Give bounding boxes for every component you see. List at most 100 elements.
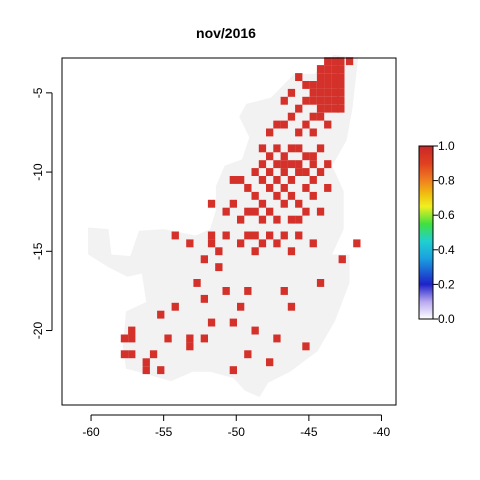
data-cell-41 xyxy=(280,120,288,129)
region-fill xyxy=(88,54,359,398)
data-cell-113 xyxy=(251,247,259,256)
data-cell-121 xyxy=(244,287,252,295)
data-cell-106 xyxy=(295,231,303,240)
data-cell-15 xyxy=(331,81,339,89)
data-cell-82 xyxy=(237,176,245,184)
data-cell-46 xyxy=(309,128,317,137)
y-tick-label-0: -5 xyxy=(31,87,45,98)
data-cell-114 xyxy=(287,247,296,256)
data-cell-57 xyxy=(273,160,281,169)
data-cell-58 xyxy=(280,160,288,169)
data-cell-26 xyxy=(337,96,345,105)
data-cell-56 xyxy=(258,160,267,169)
data-cell-25 xyxy=(331,96,339,105)
data-cell-92 xyxy=(266,207,274,216)
data-cell-99 xyxy=(295,215,303,224)
data-cell-143 xyxy=(149,350,158,359)
legend-tick-label-4: 0.8 xyxy=(438,174,455,188)
data-cell-117 xyxy=(200,255,208,264)
color-legend: 0.0 0.2 0.4 0.6 0.8 1.0 xyxy=(418,139,455,326)
data-cell-7 xyxy=(316,65,325,73)
data-cell-93 xyxy=(302,207,310,216)
data-cell-95 xyxy=(237,215,245,224)
data-cell-62 xyxy=(324,160,332,169)
data-cell-102 xyxy=(244,231,252,240)
data-cell-139 xyxy=(120,334,129,343)
data-cell-140 xyxy=(120,350,129,359)
chart-title: nov/2016 xyxy=(196,25,256,41)
legend-tick-label-5: 1.0 xyxy=(438,139,455,153)
data-cell-119 xyxy=(193,279,201,287)
data-cell-38 xyxy=(295,104,303,113)
data-cell-86 xyxy=(258,199,267,208)
data-cell-9 xyxy=(324,73,332,81)
data-cell-10 xyxy=(331,73,339,81)
data-cell-30 xyxy=(337,104,345,113)
x-tick-label-4: -40 xyxy=(373,425,391,439)
data-cell-77 xyxy=(251,191,259,200)
y-tick-label-3: -20 xyxy=(31,322,45,340)
data-cell-20 xyxy=(331,88,339,97)
data-cell-45 xyxy=(295,128,303,137)
data-cell-149 xyxy=(266,358,274,367)
data-cell-72 xyxy=(309,176,317,184)
data-cell-65 xyxy=(280,168,288,176)
data-cell-132 xyxy=(316,279,325,287)
data-cell-66 xyxy=(295,168,303,176)
legend-tick-label-0: 0.0 xyxy=(438,312,455,326)
data-cell-59 xyxy=(287,160,296,169)
data-cell-18 xyxy=(316,88,325,97)
data-cell-131 xyxy=(287,302,296,311)
data-cell-81 xyxy=(229,176,237,184)
data-cell-110 xyxy=(273,239,281,248)
data-cell-141 xyxy=(128,350,136,359)
data-cell-147 xyxy=(229,366,237,375)
data-cell-34 xyxy=(302,81,310,89)
data-cell-35 xyxy=(302,96,310,105)
data-cell-89 xyxy=(222,207,230,216)
data-cell-127 xyxy=(237,302,245,311)
data-cell-60 xyxy=(295,160,303,169)
data-cell-71 xyxy=(287,176,296,184)
data-cell-134 xyxy=(186,334,194,343)
data-cell-101 xyxy=(222,231,230,240)
data-cell-55 xyxy=(309,152,317,161)
data-cell-120 xyxy=(222,287,230,295)
data-cell-47 xyxy=(258,144,267,153)
data-cell-74 xyxy=(280,184,288,192)
data-cell-27 xyxy=(316,104,325,113)
data-cell-136 xyxy=(273,334,281,343)
data-cell-87 xyxy=(280,199,288,208)
data-cell-90 xyxy=(244,207,252,216)
data-cell-5 xyxy=(331,65,339,73)
data-cell-108 xyxy=(237,239,245,248)
data-cell-130 xyxy=(251,326,259,335)
data-cell-150 xyxy=(302,342,310,351)
legend-tick-label-1: 0.2 xyxy=(438,277,455,291)
data-cell-54 xyxy=(302,152,310,161)
data-cell-105 xyxy=(280,231,288,240)
data-cell-137 xyxy=(128,326,136,335)
data-cell-111 xyxy=(309,239,317,248)
data-cell-122 xyxy=(280,287,288,295)
data-cell-52 xyxy=(266,152,274,161)
data-cell-116 xyxy=(186,239,194,248)
data-cell-83 xyxy=(244,184,252,192)
data-cell-22 xyxy=(309,96,317,105)
data-cell-28 xyxy=(324,104,332,113)
data-cell-88 xyxy=(295,199,303,208)
data-cell-129 xyxy=(229,318,237,327)
data-cell-69 xyxy=(258,176,267,184)
data-cell-91 xyxy=(251,207,259,216)
data-cell-24 xyxy=(324,96,332,105)
data-cell-51 xyxy=(316,144,325,153)
data-cell-107 xyxy=(207,239,216,248)
plot-frame xyxy=(61,57,397,406)
legend-tick-label-2: 0.4 xyxy=(438,243,455,257)
data-cell-97 xyxy=(273,215,281,224)
data-cell-76 xyxy=(324,184,332,192)
data-cell-78 xyxy=(273,191,281,200)
data-cell-144 xyxy=(157,366,165,375)
x-tick-label-2: -50 xyxy=(228,425,246,439)
data-cell-85 xyxy=(229,199,237,208)
